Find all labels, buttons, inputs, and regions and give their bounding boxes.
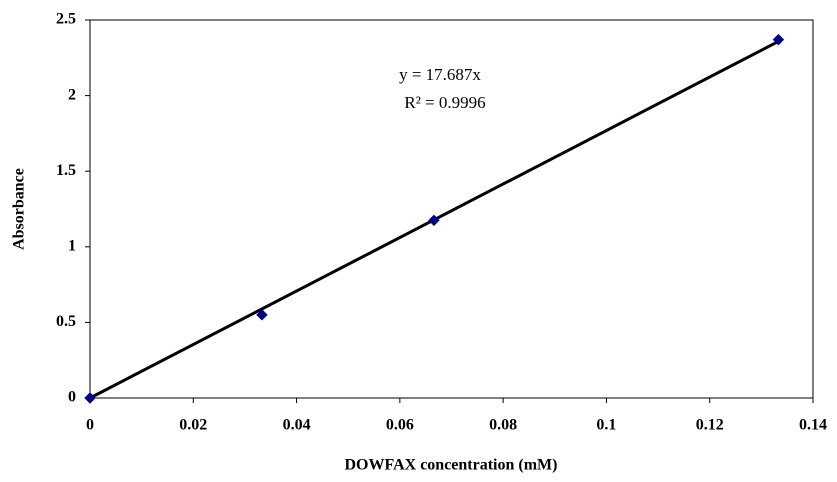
x-tick-label: 0.02 [179, 417, 207, 434]
equation: y = 17.687x [399, 65, 481, 84]
data-point [428, 214, 440, 227]
y-tick-label: 0.5 [56, 313, 76, 330]
x-axis-title: DOWFAX concentration (mM) [345, 457, 558, 474]
x-tick-label: 0.14 [799, 417, 827, 434]
data-point [772, 33, 785, 46]
y-tick-label: 1.5 [56, 162, 76, 179]
x-tick-label: 0.1 [596, 417, 616, 434]
y-tick-label: 0 [68, 389, 76, 406]
x-tick-label: 0.12 [696, 417, 724, 434]
x-tick-label: 0.06 [386, 417, 414, 434]
y-axis-title: Absorbance [11, 168, 28, 250]
y-tick-label: 2.5 [56, 11, 76, 28]
x-tick-label: 0 [86, 417, 94, 434]
x-tick-label: 0.04 [283, 417, 311, 434]
y-tick-label: 2 [68, 86, 76, 103]
y-tick-label: 1 [68, 237, 76, 254]
data-point [256, 309, 268, 321]
r-squared: R² = 0.9996 [404, 93, 485, 112]
x-tick-label: 0.08 [489, 417, 517, 434]
data-point [84, 392, 96, 404]
plot-area [89, 19, 814, 399]
